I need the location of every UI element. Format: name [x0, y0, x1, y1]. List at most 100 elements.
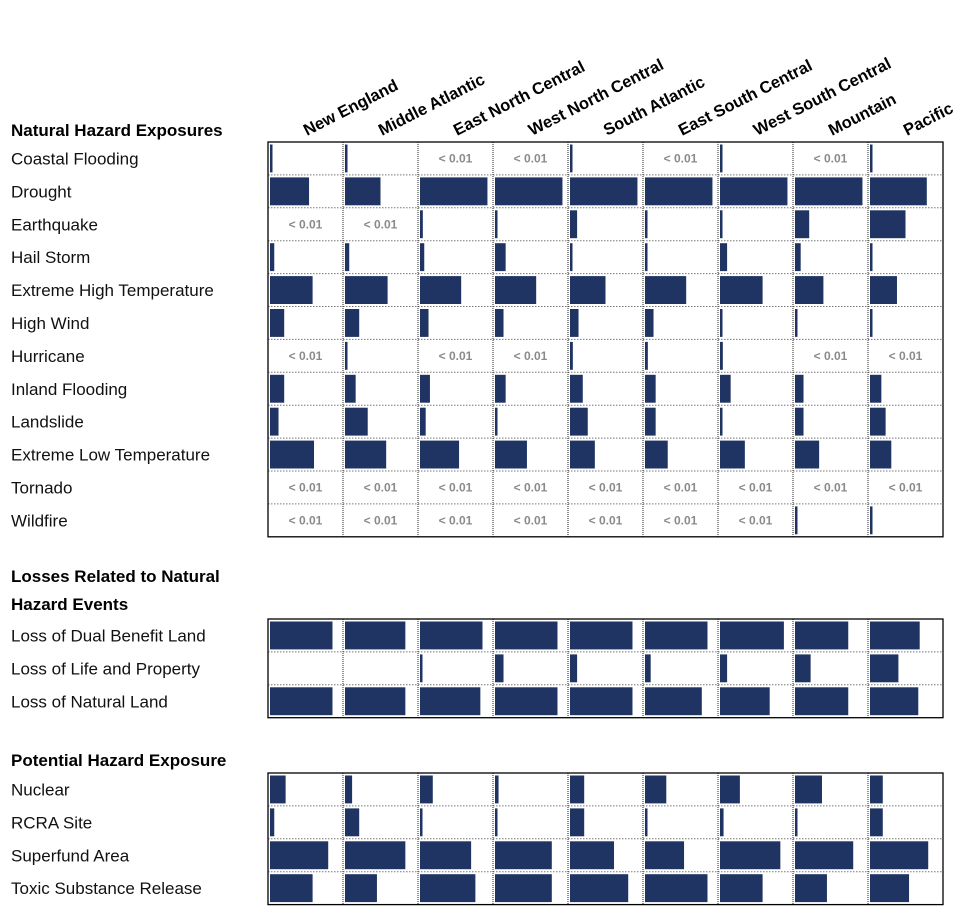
- bar-loss-of-natural-land-mountain: [795, 687, 849, 716]
- bar-superfund-area-mountain: [795, 841, 854, 870]
- bar-high-wind-mountain: [795, 309, 798, 337]
- bar-drought-west-south-central: [720, 177, 788, 206]
- bar-superfund-area-pacific: [870, 841, 929, 870]
- bar-nuclear-middle-atlantic: [345, 775, 353, 804]
- bar-loss-of-dual-benefit-land-south-atlantic: [570, 621, 633, 650]
- bar-toxic-substance-release-mountain: [795, 874, 827, 903]
- group-title-3: Potential Hazard Exposure: [11, 751, 226, 770]
- small-value-label: < 0.01: [814, 151, 848, 165]
- bar-extreme-high-temperature-middle-atlantic: [345, 276, 388, 304]
- bar-hurricane-west-south-central: [720, 341, 723, 370]
- row-label-high-wind: High Wind: [11, 314, 89, 333]
- small-value-label: < 0.01: [439, 513, 473, 527]
- bar-loss-of-dual-benefit-land-west-south-central: [720, 621, 784, 650]
- row-label-loss-of-natural-land: Loss of Natural Land: [11, 692, 168, 711]
- bar-extreme-low-temperature-mountain: [795, 440, 820, 469]
- column-header-east-north-central: East North Central: [451, 58, 588, 140]
- small-value-label: < 0.01: [439, 480, 473, 494]
- bar-loss-of-natural-land-pacific: [870, 687, 919, 716]
- bar-superfund-area-south-atlantic: [570, 841, 615, 870]
- bar-loss-of-dual-benefit-land-east-north-central: [420, 621, 483, 650]
- bar-drought-east-south-central: [645, 177, 713, 206]
- small-value-label: < 0.01: [514, 151, 548, 165]
- bar-loss-of-life-and-property-east-south-central: [645, 654, 651, 683]
- table-frame: [267, 772, 944, 906]
- bar-loss-of-life-and-property-west-south-central: [720, 654, 728, 683]
- small-value-label: < 0.01: [289, 480, 323, 494]
- bar-extreme-high-temperature-pacific: [870, 276, 897, 304]
- small-value-label: < 0.01: [289, 513, 323, 527]
- bar-high-wind-east-south-central: [645, 309, 654, 337]
- bar-extreme-high-temperature-west-south-central: [720, 276, 763, 304]
- group-title-2-line-2: Hazard Events: [11, 595, 128, 614]
- small-value-label: < 0.01: [739, 480, 773, 494]
- bar-hurricane-south-atlantic: [570, 341, 573, 370]
- bar-superfund-area-new-england: [270, 841, 329, 870]
- bar-inland-flooding-west-north-central: [495, 374, 506, 403]
- bar-hail-storm-east-south-central: [645, 243, 648, 272]
- bar-hurricane-middle-atlantic: [345, 341, 348, 370]
- bar-landslide-west-north-central: [495, 407, 498, 436]
- group-title-2-line-1: Losses Related to Natural: [11, 567, 220, 586]
- bar-nuclear-pacific: [870, 775, 883, 804]
- bar-extreme-low-temperature-east-south-central: [645, 440, 668, 469]
- bar-extreme-low-temperature-west-north-central: [495, 440, 527, 469]
- table-frame: [267, 618, 944, 719]
- bar-inland-flooding-east-north-central: [420, 374, 430, 403]
- bar-toxic-substance-release-pacific: [870, 874, 910, 903]
- bar-loss-of-natural-land-west-south-central: [720, 687, 770, 716]
- bar-high-wind-east-north-central: [420, 309, 429, 337]
- group-table-3: [267, 772, 944, 906]
- bar-loss-of-life-and-property-south-atlantic: [570, 654, 578, 683]
- bar-earthquake-pacific: [870, 210, 906, 239]
- bar-loss-of-dual-benefit-land-mountain: [795, 621, 849, 650]
- row-label-earthquake: Earthquake: [11, 215, 98, 234]
- row-label-landslide: Landslide: [11, 413, 84, 432]
- bar-loss-of-life-and-property-pacific: [870, 654, 899, 683]
- bar-high-wind-middle-atlantic: [345, 309, 360, 337]
- bar-rcra-site-new-england: [270, 808, 275, 837]
- bar-drought-new-england: [270, 177, 310, 206]
- bar-nuclear-west-north-central: [495, 775, 499, 804]
- bar-superfund-area-east-south-central: [645, 841, 685, 870]
- bar-landslide-east-south-central: [645, 407, 656, 436]
- bar-toxic-substance-release-south-atlantic: [570, 874, 629, 903]
- small-value-label: < 0.01: [589, 513, 623, 527]
- row-label-loss-of-life-and-property: Loss of Life and Property: [11, 659, 201, 678]
- bar-loss-of-dual-benefit-land-east-south-central: [645, 621, 708, 650]
- column-header-pacific: Pacific: [901, 99, 957, 139]
- small-value-label: < 0.01: [439, 151, 473, 165]
- bar-extreme-high-temperature-mountain: [795, 276, 824, 304]
- bar-rcra-site-east-north-central: [420, 808, 423, 837]
- bar-landslide-pacific: [870, 407, 886, 436]
- row-label-extreme-high-temperature: Extreme High Temperature: [11, 281, 214, 300]
- small-value-label: < 0.01: [664, 513, 698, 527]
- bar-toxic-substance-release-new-england: [270, 874, 313, 903]
- bar-landslide-middle-atlantic: [345, 407, 368, 436]
- bar-high-wind-west-south-central: [720, 309, 723, 337]
- bar-drought-south-atlantic: [570, 177, 638, 206]
- bar-earthquake-east-north-central: [420, 210, 423, 239]
- row-label-inland-flooding: Inland Flooding: [11, 380, 127, 399]
- bar-extreme-high-temperature-new-england: [270, 276, 313, 304]
- small-value-label: < 0.01: [814, 349, 848, 363]
- bar-extreme-low-temperature-middle-atlantic: [345, 440, 387, 469]
- column-header-east-south-central: East South Central: [676, 57, 816, 140]
- bar-nuclear-south-atlantic: [570, 775, 585, 804]
- small-value-label: < 0.01: [664, 480, 698, 494]
- bar-earthquake-west-south-central: [720, 210, 723, 239]
- bar-extreme-low-temperature-new-england: [270, 440, 315, 469]
- bar-loss-of-dual-benefit-land-pacific: [870, 621, 920, 650]
- bar-landslide-west-south-central: [720, 407, 723, 436]
- bar-extreme-low-temperature-pacific: [870, 440, 892, 469]
- small-value-label: < 0.01: [889, 349, 923, 363]
- row-label-rcra-site: RCRA Site: [11, 813, 92, 832]
- bar-extreme-low-temperature-west-south-central: [720, 440, 745, 469]
- bar-superfund-area-middle-atlantic: [345, 841, 406, 870]
- bar-coastal-flooding-pacific: [870, 144, 873, 173]
- row-label-hurricane: Hurricane: [11, 347, 85, 366]
- bar-landslide-east-north-central: [420, 407, 426, 436]
- bar-loss-of-natural-land-east-north-central: [420, 687, 481, 716]
- bar-inland-flooding-south-atlantic: [570, 374, 583, 403]
- small-value-label: < 0.01: [364, 217, 398, 231]
